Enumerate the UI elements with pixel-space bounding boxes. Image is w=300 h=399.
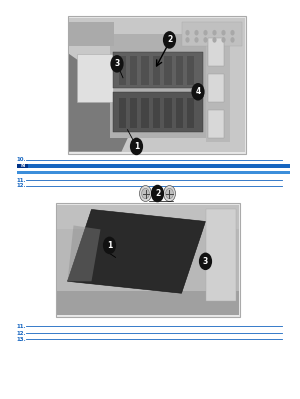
Polygon shape (57, 229, 238, 315)
Bar (118, 56, 126, 85)
Bar (153, 56, 160, 85)
Bar (69, 18, 244, 152)
Text: 11.: 11. (16, 178, 26, 183)
Bar (182, 22, 242, 46)
Circle shape (203, 37, 208, 43)
Circle shape (194, 30, 199, 36)
Circle shape (230, 37, 235, 43)
Circle shape (185, 30, 190, 36)
Bar (17, 164, 28, 168)
Bar (110, 34, 214, 138)
Circle shape (164, 186, 175, 201)
Text: 3: 3 (203, 257, 208, 266)
Circle shape (203, 30, 208, 36)
Circle shape (166, 188, 173, 199)
Bar (187, 56, 194, 85)
Circle shape (151, 185, 164, 202)
Text: 2: 2 (167, 36, 172, 44)
Text: 1: 1 (134, 142, 139, 151)
Bar (112, 92, 202, 132)
Polygon shape (68, 225, 100, 281)
Bar (208, 38, 224, 66)
Circle shape (212, 30, 217, 36)
Text: 13.: 13. (16, 337, 26, 342)
Bar (118, 98, 126, 128)
Bar (206, 34, 230, 142)
Bar (56, 203, 240, 317)
Bar (164, 56, 172, 85)
Bar (206, 209, 236, 301)
Text: 11.: 11. (16, 324, 26, 329)
Circle shape (221, 37, 226, 43)
Text: 12.: 12. (16, 184, 26, 188)
Polygon shape (69, 54, 142, 152)
Circle shape (212, 37, 217, 43)
Text: 2: 2 (155, 189, 160, 198)
Bar (16, 164, 290, 168)
Bar (176, 98, 183, 128)
Circle shape (103, 237, 116, 254)
Bar (153, 98, 160, 128)
Bar (68, 16, 246, 154)
Circle shape (221, 30, 226, 36)
Text: 10.: 10. (16, 157, 26, 162)
Polygon shape (68, 209, 206, 293)
Bar (112, 52, 202, 88)
Text: 4: 4 (195, 87, 201, 96)
Bar (164, 98, 172, 128)
Bar (76, 54, 112, 102)
Bar (130, 56, 137, 85)
Bar (176, 56, 183, 85)
Text: 12.: 12. (16, 331, 26, 336)
Text: 1: 1 (107, 241, 112, 250)
Text: N: N (20, 164, 25, 168)
Circle shape (130, 138, 143, 155)
Circle shape (140, 186, 152, 201)
Bar (130, 98, 137, 128)
Circle shape (185, 37, 190, 43)
Bar (187, 98, 194, 128)
Circle shape (110, 55, 124, 73)
Bar (141, 98, 149, 128)
Circle shape (199, 253, 212, 270)
Bar (208, 110, 224, 138)
Circle shape (142, 188, 149, 199)
Circle shape (194, 37, 199, 43)
Bar (141, 56, 149, 85)
Text: 3: 3 (114, 59, 120, 68)
Bar (57, 205, 238, 315)
Bar (57, 291, 238, 315)
Bar (208, 74, 224, 102)
Bar (16, 171, 290, 174)
Circle shape (230, 30, 235, 36)
Circle shape (191, 83, 205, 101)
Bar (69, 22, 114, 46)
Circle shape (163, 31, 176, 49)
